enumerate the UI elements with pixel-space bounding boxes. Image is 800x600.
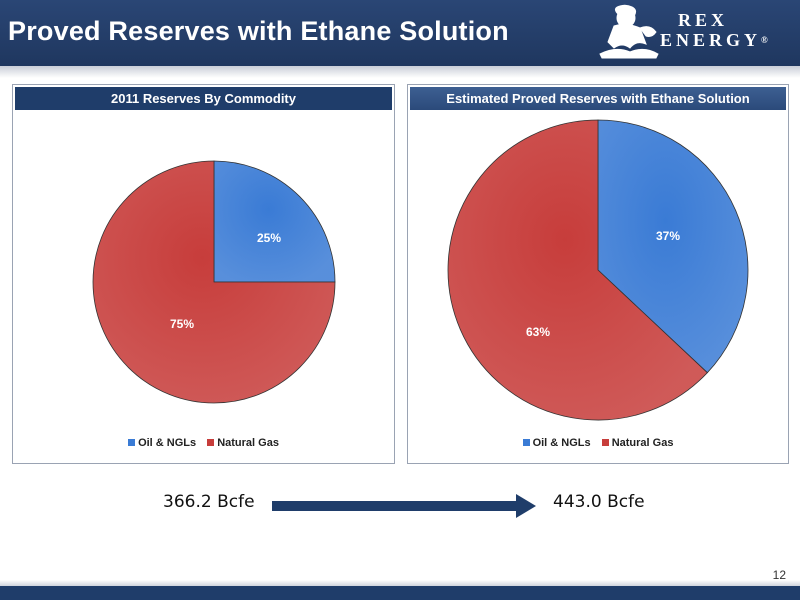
total-bcfe-2011: 366.2 Bcfe (163, 492, 255, 512)
logo-energy-text: ENERGY (660, 30, 762, 50)
legend-item-oil-ngls: Oil & NGLs (522, 437, 591, 449)
pie-slice-natural-gas (92, 160, 336, 404)
legend-swatch-natural-gas (601, 438, 609, 446)
slice-label-oil-ngls: 37% (656, 229, 680, 243)
company-logo: REX ENERGY® (596, 4, 796, 60)
page-number: 12 (772, 568, 786, 582)
legend-item-natural-gas: Natural Gas (601, 437, 674, 449)
pie-slice-natural-gas (447, 119, 708, 421)
chart-panel-2011: 2011 Reserves By Commodity 25% 75% Oil & … (12, 84, 395, 464)
slide-title: Proved Reserves with Ethane Solution (8, 16, 509, 46)
footer-shadow (0, 580, 800, 586)
registered-mark: ® (761, 35, 768, 45)
right-arrow-icon (272, 494, 536, 518)
chart-title-ethane: Estimated Proved Reserves with Ethane So… (410, 87, 786, 110)
slice-label-natural-gas: 75% (170, 317, 194, 331)
legend-label-oil-ngls: Oil & NGLs (138, 437, 197, 449)
slice-label-natural-gas: 63% (526, 325, 550, 339)
legend-label-natural-gas: Natural Gas (611, 437, 674, 449)
legend-item-oil-ngls: Oil & NGLs (128, 437, 196, 449)
header-bar (0, 0, 800, 66)
total-bcfe-ethane: 443.0 Bcfe (553, 492, 645, 512)
pie-slice-oil-ngls (597, 119, 749, 374)
logo-wordmark: REX ENERGY® (660, 10, 768, 50)
chart-title-2011: 2011 Reserves By Commodity (15, 87, 392, 110)
slice-label-oil-ngls: 25% (257, 231, 281, 245)
legend-swatch-oil-ngls (128, 438, 136, 446)
legend-label-oil-ngls: Oil & NGLs (532, 437, 591, 449)
lion-emblem-icon (599, 4, 659, 59)
pie-chart-ethane: 37% 63% (447, 119, 749, 421)
legend-item-natural-gas: Natural Gas (207, 437, 279, 449)
footer-bar (0, 586, 800, 600)
pie-slice-oil-ngls (213, 160, 336, 283)
logo-line-energy: ENERGY® (660, 30, 768, 50)
chart-panel-ethane: Estimated Proved Reserves with Ethane So… (407, 84, 789, 464)
legend-swatch-oil-ngls (522, 438, 530, 446)
legend-2011: Oil & NGLs Natural Gas (13, 437, 394, 449)
legend-label-natural-gas: Natural Gas (217, 437, 279, 449)
legend-swatch-natural-gas (207, 438, 215, 446)
pie-chart-2011: 25% 75% (92, 160, 336, 404)
legend-ethane: Oil & NGLs Natural Gas (408, 437, 788, 449)
header-shadow (0, 66, 800, 78)
logo-line-rex: REX (678, 10, 729, 30)
